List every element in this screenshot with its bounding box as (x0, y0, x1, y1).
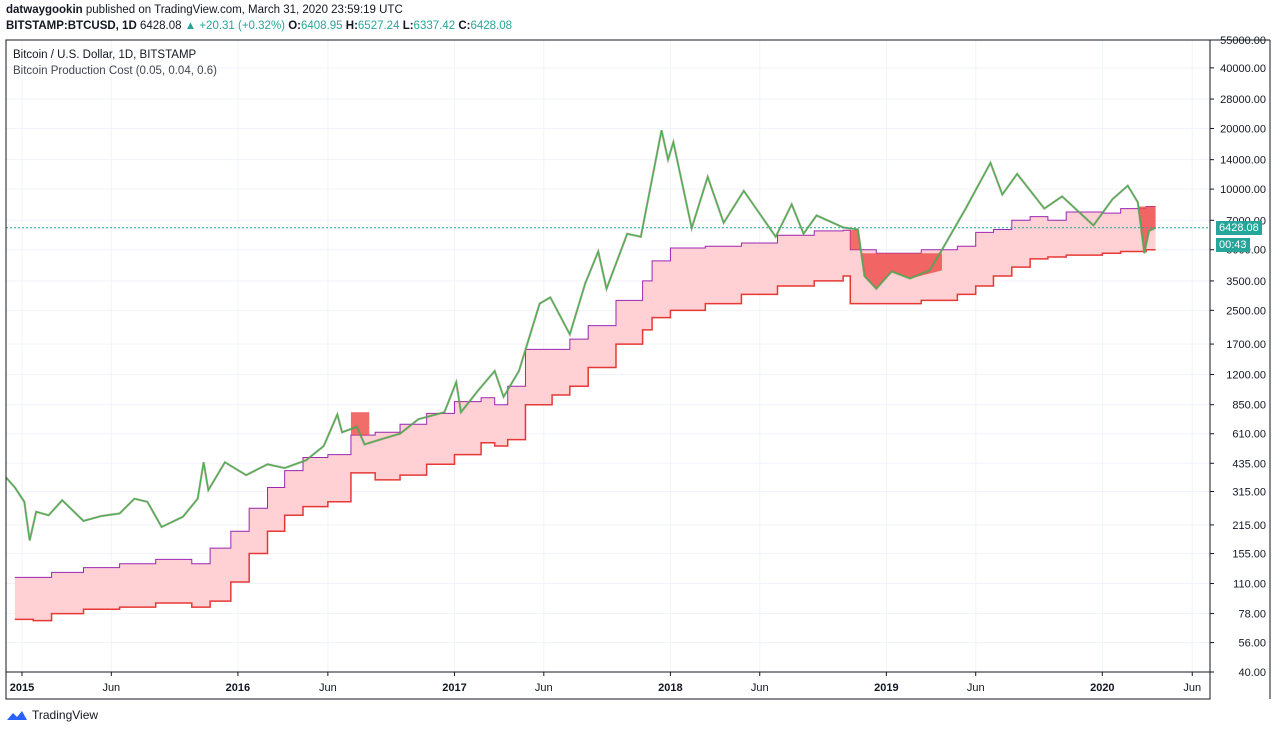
footer-brand[interactable]: TradingView (32, 708, 99, 722)
bar-countdown-tag: 00:43 (1216, 238, 1250, 252)
price-tick-label: 78.00 (1238, 609, 1266, 621)
price-tick-label: 1200.00 (1226, 370, 1266, 382)
cost-upper-line (14, 205, 1156, 578)
price-change: ▲ +20.31 (+0.32%) (184, 20, 285, 32)
production-cost-band (14, 205, 1156, 622)
time-tick-label: 2018 (658, 682, 682, 694)
time-tick-label: Jun (967, 682, 985, 694)
time-tick-label: 2015 (10, 682, 34, 694)
price-tick-label: 2500.00 (1226, 305, 1266, 317)
below-cost-zone-2018 (850, 229, 942, 289)
price-tick-label: 1700.00 (1226, 339, 1266, 351)
high-label: H: (345, 20, 358, 32)
time-tick-label: Jun (751, 682, 769, 694)
price-series (5, 129, 1157, 541)
plot-border (5, 39, 1211, 700)
price-tick-label: 155.00 (1232, 549, 1266, 561)
price-tick-label: 3500.00 (1226, 276, 1266, 288)
publish-header: datwaygookin published on TradingView.co… (6, 3, 403, 18)
time-tick-label: Jun (535, 682, 553, 694)
time-tick-label: 2017 (442, 682, 466, 694)
time-tick-label: Jun (102, 682, 120, 694)
price-tick-label: 28000.00 (1220, 94, 1266, 106)
time-tick-label: 2016 (226, 682, 250, 694)
symbol-label: BITSTAMP:BTCUSD, 1D (6, 20, 137, 32)
price-tick-label: 40.00 (1238, 667, 1266, 679)
price-line (5, 130, 1156, 541)
cost-lower-line (14, 248, 1156, 622)
price-axis: 55000.00 40000.00 28000.00 20000.00 14000.00… (1210, 35, 1266, 679)
high-value: 6527.24 (357, 20, 400, 32)
price-tick-label: 435.00 (1232, 458, 1266, 470)
open-label: O: (288, 20, 301, 32)
author-name[interactable]: datwaygookin (6, 4, 83, 16)
price-candle-shadow (5, 129, 1157, 541)
chart-grid (6, 39, 1210, 673)
tradingview-logo-icon (7, 711, 27, 720)
cost-band-fill (14, 206, 1156, 621)
price-tick-label: 10000.00 (1220, 184, 1266, 196)
below-cost-zone-2016 (350, 412, 370, 436)
time-tick-label: Jun (319, 682, 337, 694)
price-tick-label: 56.00 (1238, 638, 1266, 650)
close-value: 6428.08 (470, 20, 513, 32)
current-price-tag: 6428.08 (1216, 221, 1262, 235)
low-value: 6337.42 (413, 20, 456, 32)
chart-legend: Bitcoin / U.S. Dollar, 1D, BITSTAMP Bitc… (13, 47, 217, 79)
legend-indicator[interactable]: Bitcoin Production Cost (0.05, 0.04, 0.6… (13, 65, 217, 77)
price-tick-label: 110.00 (1233, 579, 1266, 591)
open-value: 6408.95 (300, 20, 343, 32)
price-tick-label: 55000.00 (1220, 35, 1266, 47)
ohlc-bar: BITSTAMP:BTCUSD, 1D 6428.08 ▲ +20.31 (+0… (6, 19, 512, 33)
price-tick-label: 14000.00 (1220, 155, 1266, 167)
close-label: C: (458, 20, 471, 32)
legend-main-series[interactable]: Bitcoin / U.S. Dollar, 1D, BITSTAMP (13, 49, 197, 61)
price-tick-label: 215.00 (1232, 520, 1266, 532)
price-tick-label: 315.00 (1232, 487, 1266, 499)
last-price: 6428.08 (139, 20, 182, 32)
price-tick-label: 850.00 (1232, 400, 1266, 412)
footer: TradingView (6, 708, 98, 722)
low-label: L: (402, 20, 414, 32)
publish-info: published on TradingView.com, March 31, … (85, 4, 403, 16)
price-tick-label: 20000.00 (1220, 123, 1266, 135)
time-axis: 2015 Jun 2016 Jun 2017 Jun 2018 Jun 2019 Jun 2020 J… (10, 672, 1201, 694)
time-tick-label: 2019 (874, 682, 898, 694)
price-tick-label: 40000.00 (1220, 63, 1266, 75)
time-tick-label: Jun (1183, 682, 1201, 694)
price-tick-label: 610.00 (1232, 429, 1266, 441)
time-tick-label: 2020 (1090, 682, 1114, 694)
